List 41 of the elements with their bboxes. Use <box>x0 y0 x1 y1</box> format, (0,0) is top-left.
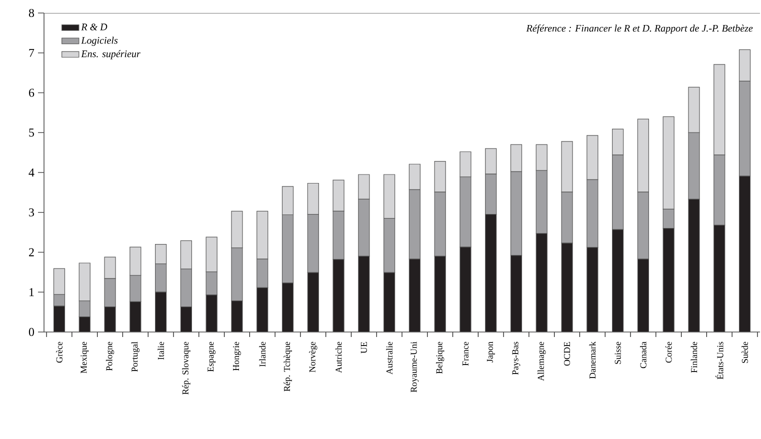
x-tick-label: Japon <box>486 342 495 362</box>
y-tick-label: 7 <box>29 48 34 57</box>
x-tick-label: Canada <box>640 342 646 368</box>
x-tick-label: Autriche <box>335 342 342 373</box>
y-tick-label: 0 <box>28 328 34 336</box>
y-tick-label: 4 <box>28 168 34 176</box>
x-tick-label: Pologne <box>106 342 114 371</box>
x-tick-label: Rép. Tchèque <box>284 342 292 392</box>
y-tick-label: 2 <box>29 248 34 256</box>
x-tick-label: Danemark <box>589 342 596 379</box>
x-tick-label: Corée <box>665 342 672 363</box>
x-tick-label: Hongrie <box>233 342 241 371</box>
legend-label: Logiciels <box>81 36 118 46</box>
x-tick-label: Norvège <box>309 342 318 372</box>
x-tick-label: Pays-Bas <box>512 342 520 375</box>
x-tick-label: États-Unis <box>715 342 724 380</box>
x-tick-label: France <box>462 342 468 366</box>
x-tick-label: Finlande <box>690 342 698 373</box>
x-tick-label: Portugal <box>131 342 140 372</box>
x-tick-label: Rép. Slovaque <box>182 342 190 394</box>
x-tick-label: Australie <box>386 342 392 374</box>
y-tick-label: 5 <box>29 128 34 137</box>
y-tick-label: 1 <box>30 288 34 296</box>
y-tick-label: 8 <box>28 8 34 18</box>
x-tick-label: Mexique <box>80 342 89 374</box>
x-tick-label: Suisse <box>614 342 621 364</box>
x-tick-label: UE <box>360 342 367 354</box>
x-tick-label: Italie <box>158 342 164 360</box>
x-tick-label: Belgique <box>436 342 444 374</box>
y-tick-label: 3 <box>29 208 34 216</box>
x-tick-label: Irlande <box>259 342 266 367</box>
y-tick-label: 6 <box>28 88 34 97</box>
x-tick-label: Grèce <box>56 342 62 363</box>
x-tick-label: Espagne <box>208 342 216 372</box>
x-tick-label: Suède <box>742 342 748 363</box>
x-tick-label: Allemagne <box>538 342 546 381</box>
legend-label: R & D <box>81 24 108 30</box>
annotation: Référence : Financer le R et D. Rapport de J.-P. Betbèze <box>526 24 753 34</box>
legend-label: Ens. supérieur <box>81 50 140 60</box>
x-tick-label: OCDE <box>564 342 570 366</box>
x-tick-label: Royaume-Uni <box>410 342 419 392</box>
